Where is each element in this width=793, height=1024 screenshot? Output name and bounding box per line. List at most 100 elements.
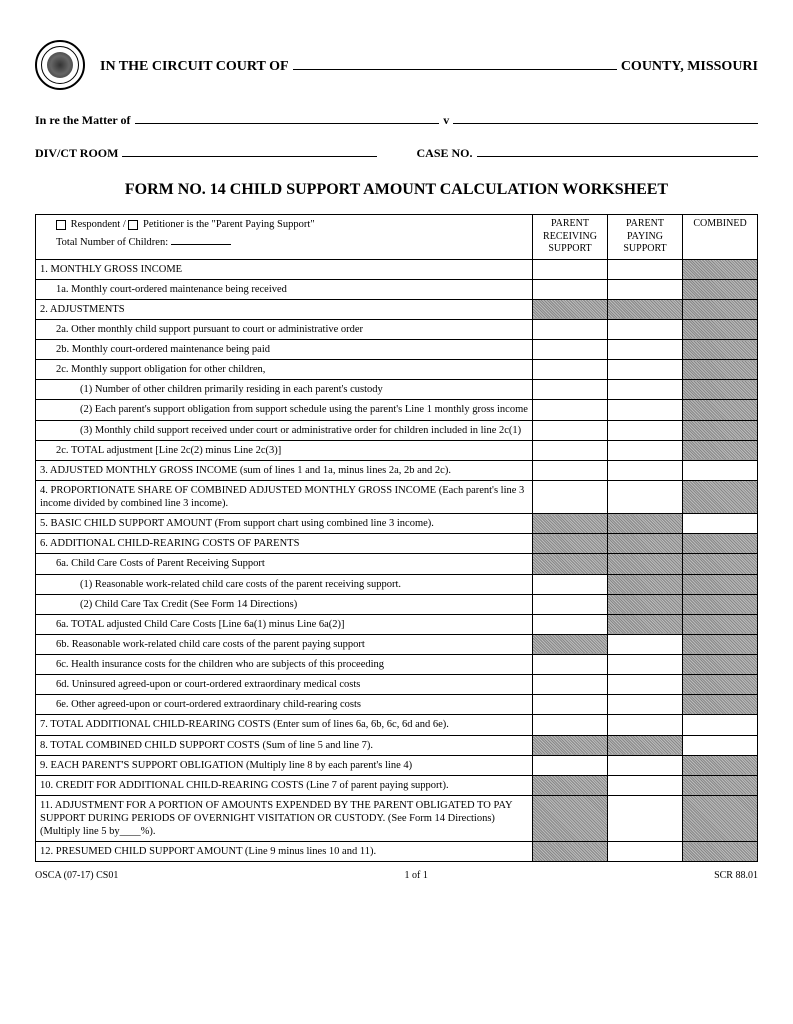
cell-input[interactable] bbox=[533, 360, 608, 380]
cell-input[interactable] bbox=[683, 715, 758, 735]
cell-input[interactable] bbox=[608, 675, 683, 695]
cell-input[interactable] bbox=[533, 460, 608, 480]
matter-blank-2[interactable] bbox=[453, 110, 758, 124]
cell-shaded bbox=[683, 340, 758, 360]
state-seal-icon bbox=[35, 40, 85, 90]
div-room-blank[interactable] bbox=[122, 143, 376, 157]
cell-input[interactable] bbox=[533, 755, 608, 775]
cell-input[interactable] bbox=[683, 514, 758, 534]
row-desc: (2) Child Care Tax Credit (See Form 14 D… bbox=[36, 594, 533, 614]
cell-shaded bbox=[683, 574, 758, 594]
div-room-label: DIV/CT ROOM bbox=[35, 146, 118, 161]
cell-input[interactable] bbox=[533, 614, 608, 634]
cell-input[interactable] bbox=[608, 440, 683, 460]
cell-input[interactable] bbox=[533, 420, 608, 440]
row-desc: (1) Number of other children primarily r… bbox=[36, 380, 533, 400]
cell-input[interactable] bbox=[533, 340, 608, 360]
row-desc: 7. TOTAL ADDITIONAL CHILD-REARING COSTS … bbox=[36, 715, 533, 735]
cell-shaded bbox=[683, 755, 758, 775]
cell-input[interactable] bbox=[608, 319, 683, 339]
row-desc: (3) Monthly child support received under… bbox=[36, 420, 533, 440]
cell-shaded bbox=[683, 594, 758, 614]
cell-input[interactable] bbox=[533, 380, 608, 400]
cell-shaded bbox=[683, 380, 758, 400]
cell-shaded bbox=[533, 634, 608, 654]
table-row: 4. PROPORTIONATE SHARE OF COMBINED ADJUS… bbox=[36, 480, 758, 513]
cell-input[interactable] bbox=[608, 380, 683, 400]
cell-input[interactable] bbox=[608, 480, 683, 513]
cell-shaded bbox=[533, 514, 608, 534]
row-desc: 6e. Other agreed-upon or court-ordered e… bbox=[36, 695, 533, 715]
cell-input[interactable] bbox=[608, 655, 683, 675]
row-desc: 8. TOTAL COMBINED CHILD SUPPORT COSTS (S… bbox=[36, 735, 533, 755]
cell-input[interactable] bbox=[533, 715, 608, 735]
court-header: IN THE CIRCUIT COURT OF COUNTY, MISSOURI bbox=[35, 40, 758, 90]
cell-shaded bbox=[608, 735, 683, 755]
cell-input[interactable] bbox=[683, 735, 758, 755]
matter-blank-1[interactable] bbox=[135, 110, 440, 124]
table-row: (1) Number of other children primarily r… bbox=[36, 380, 758, 400]
petitioner-checkbox[interactable] bbox=[128, 220, 138, 230]
page-footer: OSCA (07-17) CS01 1 of 1 SCR 88.01 bbox=[35, 870, 758, 881]
cell-input[interactable] bbox=[533, 480, 608, 513]
cell-input[interactable] bbox=[608, 634, 683, 654]
cell-input[interactable] bbox=[533, 695, 608, 715]
cell-input[interactable] bbox=[533, 400, 608, 420]
row-desc: 9. EACH PARENT'S SUPPORT OBLIGATION (Mul… bbox=[36, 755, 533, 775]
footer-center: 1 of 1 bbox=[405, 870, 428, 881]
cell-input[interactable] bbox=[608, 340, 683, 360]
cell-input[interactable] bbox=[608, 695, 683, 715]
children-blank[interactable] bbox=[171, 235, 231, 245]
cell-shaded bbox=[683, 842, 758, 862]
cell-input[interactable] bbox=[533, 675, 608, 695]
cell-input[interactable] bbox=[533, 259, 608, 279]
cell-shaded bbox=[533, 299, 608, 319]
matter-label: In re the Matter of bbox=[35, 113, 131, 128]
cell-input[interactable] bbox=[608, 795, 683, 841]
cell-input[interactable] bbox=[608, 755, 683, 775]
cell-shaded bbox=[683, 775, 758, 795]
case-no-label: CASE NO. bbox=[417, 146, 473, 161]
cell-input[interactable] bbox=[608, 460, 683, 480]
court-suffix: COUNTY, MISSOURI bbox=[621, 59, 758, 75]
cell-shaded bbox=[683, 420, 758, 440]
row-desc: 6d. Uninsured agreed-upon or court-order… bbox=[36, 675, 533, 695]
cell-input[interactable] bbox=[608, 420, 683, 440]
cell-input[interactable] bbox=[683, 460, 758, 480]
v-separator: v bbox=[443, 113, 449, 128]
row-desc: 6a. Child Care Costs of Parent Receiving… bbox=[36, 554, 533, 574]
table-row: 8. TOTAL COMBINED CHILD SUPPORT COSTS (S… bbox=[36, 735, 758, 755]
row-desc: 10. CREDIT FOR ADDITIONAL CHILD-REARING … bbox=[36, 775, 533, 795]
cell-input[interactable] bbox=[608, 842, 683, 862]
cell-shaded bbox=[683, 614, 758, 634]
row-desc: 2b. Monthly court-ordered maintenance be… bbox=[36, 340, 533, 360]
respondent-checkbox[interactable] bbox=[56, 220, 66, 230]
cell-input[interactable] bbox=[533, 594, 608, 614]
case-no-blank[interactable] bbox=[477, 143, 758, 157]
table-row: 5. BASIC CHILD SUPPORT AMOUNT (From supp… bbox=[36, 514, 758, 534]
col-receiving: PARENT RECEIVING SUPPORT bbox=[533, 215, 608, 260]
cell-input[interactable] bbox=[608, 775, 683, 795]
table-row: 2b. Monthly court-ordered maintenance be… bbox=[36, 340, 758, 360]
cell-shaded bbox=[683, 695, 758, 715]
table-row: 11. ADJUSTMENT FOR A PORTION OF AMOUNTS … bbox=[36, 795, 758, 841]
cell-input[interactable] bbox=[533, 440, 608, 460]
table-row: 7. TOTAL ADDITIONAL CHILD-REARING COSTS … bbox=[36, 715, 758, 735]
court-name-blank[interactable] bbox=[293, 56, 617, 70]
cell-input[interactable] bbox=[608, 259, 683, 279]
row-desc: 5. BASIC CHILD SUPPORT AMOUNT (From supp… bbox=[36, 514, 533, 534]
table-row: 1a. Monthly court-ordered maintenance be… bbox=[36, 279, 758, 299]
cell-input[interactable] bbox=[608, 400, 683, 420]
cell-input[interactable] bbox=[533, 574, 608, 594]
cell-input[interactable] bbox=[533, 319, 608, 339]
cell-input[interactable] bbox=[608, 279, 683, 299]
cell-input[interactable] bbox=[608, 360, 683, 380]
cell-shaded bbox=[683, 675, 758, 695]
row-desc: 6. ADDITIONAL CHILD-REARING COSTS OF PAR… bbox=[36, 534, 533, 554]
cell-input[interactable] bbox=[608, 715, 683, 735]
cell-shaded bbox=[533, 842, 608, 862]
cell-input[interactable] bbox=[533, 279, 608, 299]
cell-input[interactable] bbox=[533, 655, 608, 675]
cell-shaded bbox=[683, 400, 758, 420]
col-combined: COMBINED bbox=[683, 215, 758, 260]
